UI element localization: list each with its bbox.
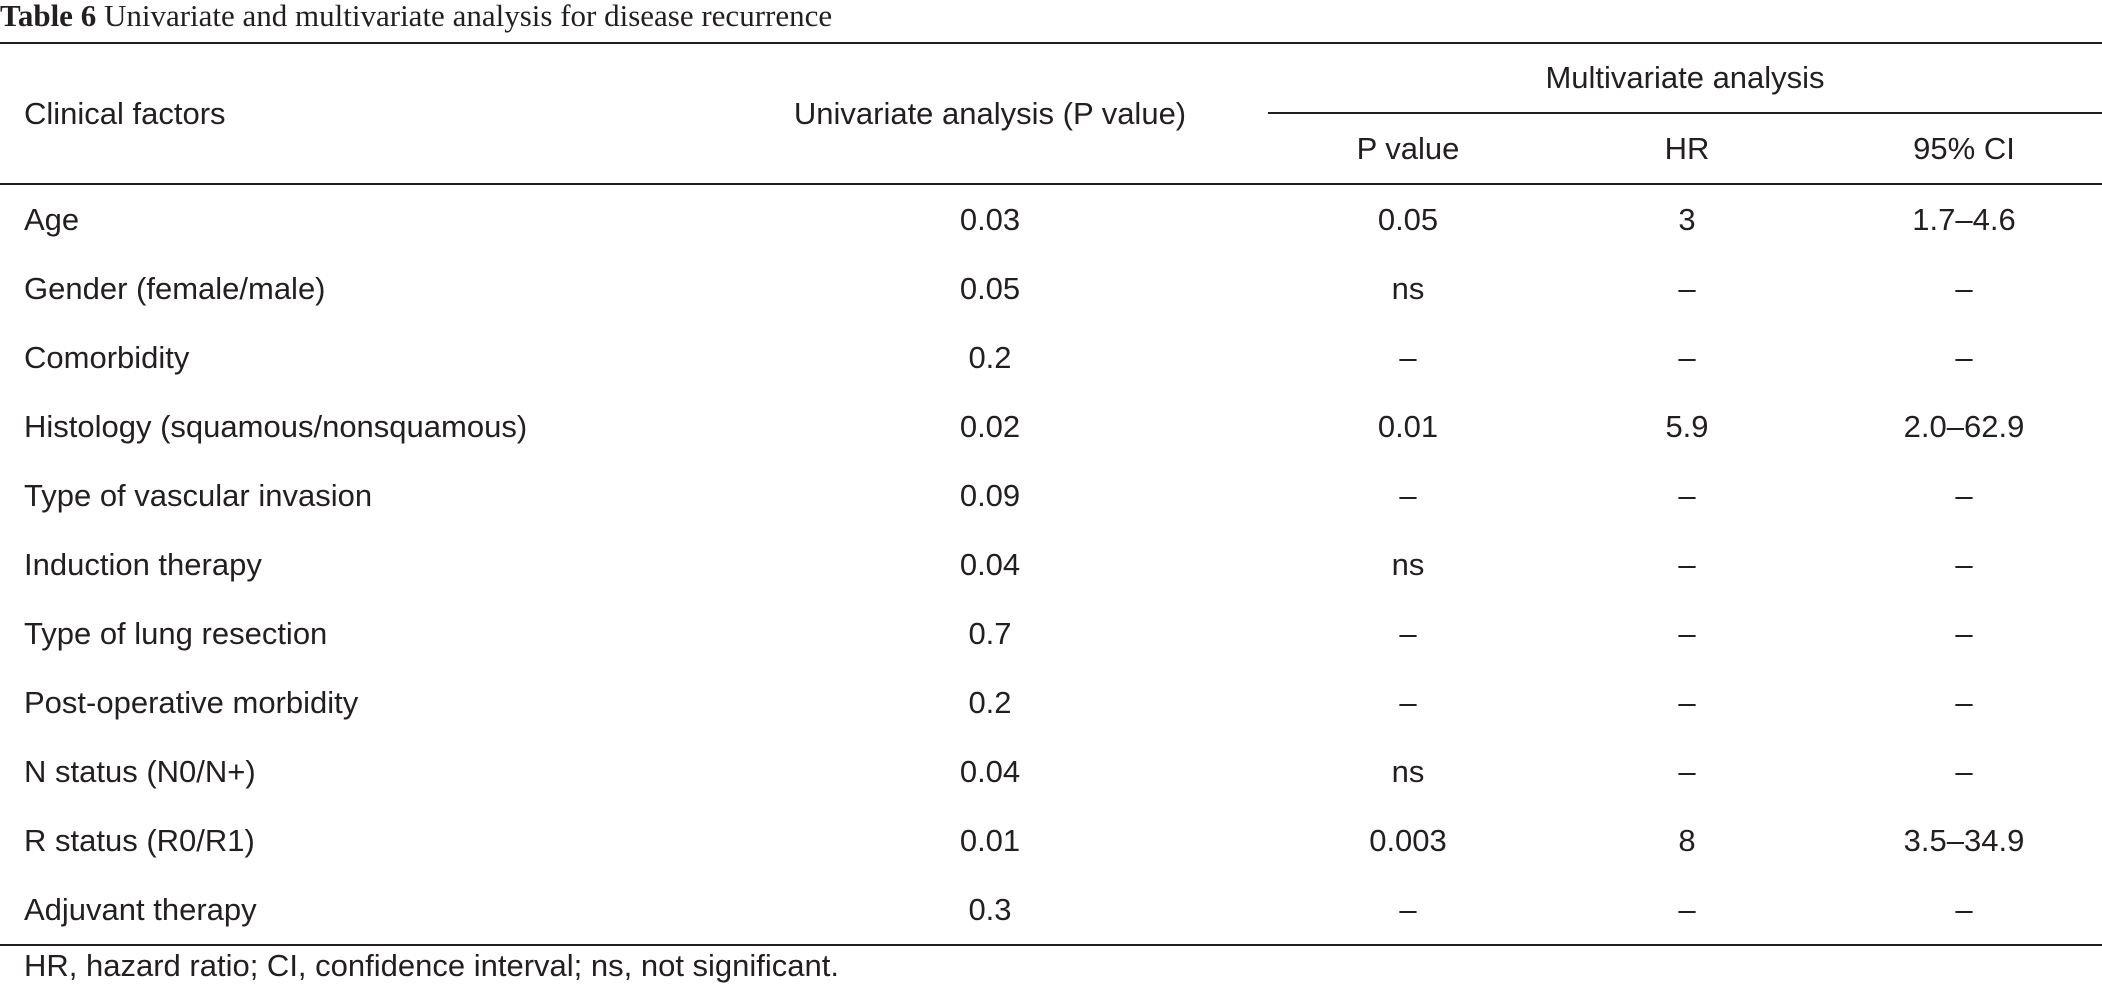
- cell-multivariate-p: 0.003: [1369, 822, 1447, 858]
- cell-factor: Histology (squamous/nonsquamous): [24, 408, 528, 444]
- header-p-value: P value: [1268, 113, 1548, 185]
- cell-univariate-p: 0.02: [959, 408, 1021, 444]
- cell-factor: Age: [24, 201, 80, 237]
- cell-factor: Type of vascular invasion: [24, 477, 373, 513]
- cell-univariate-p: 0.3: [712, 875, 1268, 946]
- header-clinical-factors: Clinical factors: [0, 42, 712, 185]
- cell-multivariate-p: –: [1268, 875, 1548, 946]
- cell-multivariate-p: –: [1399, 477, 1417, 513]
- cell-ci: –: [1955, 684, 1973, 720]
- cell-hr: 5.9: [1665, 408, 1709, 444]
- cell-ci: –: [1955, 477, 1973, 513]
- cell-ci: 2.0–62.9: [1903, 408, 2025, 444]
- cell-multivariate-p: –: [1399, 684, 1417, 720]
- cell-factor: Induction therapy: [24, 546, 262, 582]
- table-row: R status (R0/R1) 0.01 0.003 8 3.5–34.9: [0, 806, 2102, 875]
- cell-multivariate-p: ns: [1391, 753, 1425, 789]
- cell-univariate-p: 0.01: [959, 822, 1021, 858]
- table-row: Induction therapy 0.04 ns – –: [0, 530, 2102, 599]
- cell-hr: –: [1678, 270, 1696, 306]
- cell-univariate-p: 0.04: [959, 546, 1021, 582]
- cell-univariate-p: 0.04: [959, 753, 1021, 789]
- table-row: Age 0.03 0.05 3 1.7–4.6: [0, 184, 2102, 254]
- cell-ci: –: [1955, 546, 1973, 582]
- cell-factor: R status (R0/R1): [24, 822, 255, 858]
- cell-multivariate-p: 0.01: [1377, 408, 1439, 444]
- cell-ci: –: [1955, 339, 1973, 375]
- cell-multivariate-p: 0.05: [1377, 201, 1439, 237]
- cell-ci: –: [1955, 270, 1973, 306]
- table-row: Post-operative morbidity 0.2 – – –: [0, 668, 2102, 737]
- results-table: Clinical factors Univariate analysis (P …: [0, 42, 2102, 946]
- cell-univariate-p: 0.2: [968, 684, 1012, 720]
- cell-univariate-p: 0.2: [968, 339, 1012, 375]
- table-title: Univariate and multivariate analysis for…: [103, 0, 833, 33]
- cell-ci: 1.7–4.6: [1912, 201, 2016, 237]
- header-ci: 95% CI: [1826, 113, 2102, 185]
- table-row: Comorbidity 0.2 – – –: [0, 323, 2102, 392]
- cell-ci: –: [1955, 615, 1973, 651]
- table-body: Age 0.03 0.05 3 1.7–4.6 Gender (female/male) 0…: [0, 184, 2102, 946]
- cell-factor: N status (N0/N+): [24, 753, 256, 789]
- cell-multivariate-p: ns: [1391, 270, 1425, 306]
- table-row: Gender (female/male) 0.05 ns – –: [0, 254, 2102, 323]
- cell-hr: –: [1678, 477, 1696, 513]
- cell-hr: 3: [1678, 201, 1696, 237]
- header-multivariate: Multivariate analysis: [1268, 42, 2102, 114]
- cell-factor: Comorbidity: [24, 339, 190, 375]
- table-row: Type of lung resection 0.7 – – –: [0, 599, 2102, 668]
- table-footnote: HR, hazard ratio; CI, confidence interva…: [24, 948, 840, 983]
- table-row: Adjuvant therapy 0.3– – –: [0, 875, 2102, 946]
- cell-factor: Post-operative morbidity: [24, 684, 359, 720]
- cell-multivariate-p: –: [1399, 339, 1417, 375]
- cell-ci: –: [1826, 875, 2102, 946]
- cell-univariate-p: 0.09: [959, 477, 1021, 513]
- cell-factor: Gender (female/male): [24, 270, 326, 306]
- cell-hr: 8: [1678, 822, 1696, 858]
- cell-multivariate-p: –: [1399, 615, 1417, 651]
- cell-factor: Type of lung resection: [24, 615, 328, 651]
- cell-univariate-p: 0.05: [959, 270, 1021, 306]
- header-hr: HR: [1548, 113, 1826, 185]
- cell-hr: –: [1678, 615, 1696, 651]
- cell-univariate-p: 0.7: [968, 615, 1012, 651]
- table-row: N status (N0/N+) 0.04 ns – –: [0, 737, 2102, 806]
- table-label: Table 6: [0, 0, 97, 33]
- table-header: Clinical factors Univariate analysis (P …: [0, 42, 2102, 185]
- header-univariate: Univariate analysis (P value): [712, 42, 1268, 185]
- cell-univariate-p: 0.03: [959, 201, 1021, 237]
- cell-hr: –: [1678, 546, 1696, 582]
- cell-hr: –: [1678, 753, 1696, 789]
- cell-hr: –: [1678, 684, 1696, 720]
- table-caption: Table 6 Univariate and multivariate anal…: [0, 0, 832, 36]
- cell-ci: 3.5–34.9: [1903, 822, 2025, 858]
- cell-multivariate-p: ns: [1391, 546, 1425, 582]
- cell-ci: –: [1955, 753, 1973, 789]
- table-row: Histology (squamous/nonsquamous) 0.02 0.01…: [0, 392, 2102, 461]
- cell-factor: Adjuvant therapy: [0, 875, 712, 946]
- cell-hr: –: [1678, 339, 1696, 375]
- table-row: Type of vascular invasion 0.09 – – –: [0, 461, 2102, 530]
- cell-hr: –: [1548, 875, 1826, 946]
